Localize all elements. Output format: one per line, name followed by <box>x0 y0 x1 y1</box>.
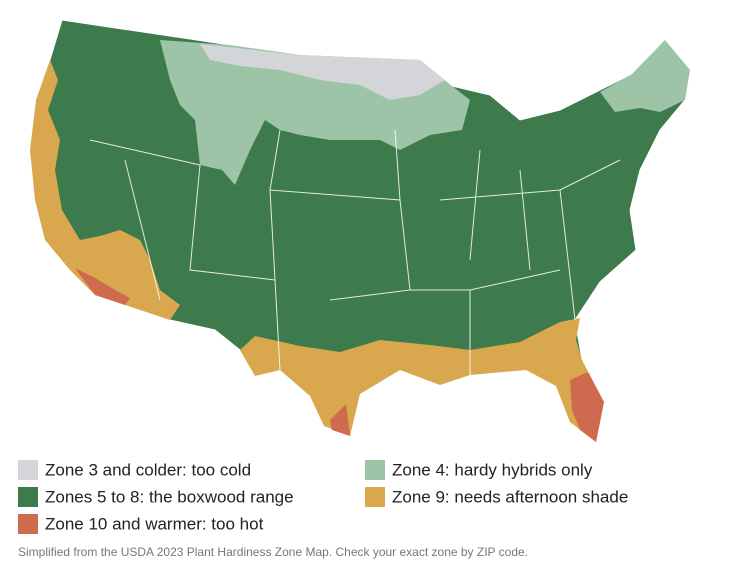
zone-area <box>570 372 604 442</box>
zone-area <box>75 268 130 305</box>
zone-area <box>330 404 350 436</box>
zone-area <box>600 40 690 112</box>
legend-swatch <box>18 514 38 534</box>
legend: Zone 3 and colder: too cold Zone 4: hard… <box>18 460 628 534</box>
us-map <box>29 19 691 443</box>
legend-label: Zone 3 and colder: too cold <box>45 460 251 479</box>
legend-label: Zone 4: hardy hybrids only <box>392 460 593 479</box>
zone-area <box>30 60 180 320</box>
legend-swatch <box>365 460 385 480</box>
state-line <box>89 129 621 375</box>
legend-label: Zones 5 to 8: the boxwood range <box>45 487 294 506</box>
legend-swatch <box>365 487 385 507</box>
legend-label: Zone 9: needs afternoon shade <box>392 487 628 506</box>
zone-area <box>240 318 604 442</box>
zone-area <box>200 44 445 100</box>
legend-swatch <box>18 487 38 507</box>
legend-label: Zone 10 and warmer: too hot <box>45 514 264 533</box>
footnote: Simplified from the USDA 2023 Plant Hard… <box>18 545 528 559</box>
legend-swatch <box>18 460 38 480</box>
